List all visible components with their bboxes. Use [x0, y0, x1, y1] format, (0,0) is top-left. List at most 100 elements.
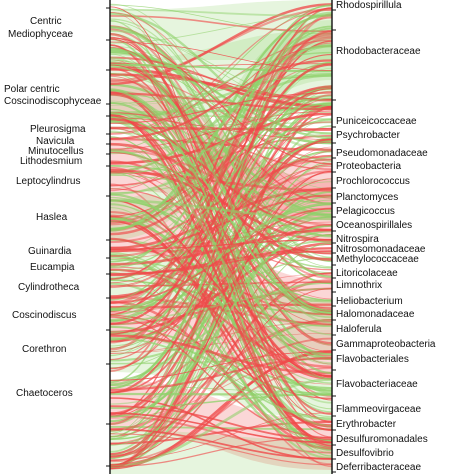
link-curve [109, 164, 333, 456]
link-curve [109, 392, 333, 396]
left-taxon-label: Lithodesmium [20, 156, 82, 167]
link-curve [109, 63, 333, 325]
right-taxon-label: Litoricolaceae [336, 268, 398, 279]
left-taxon-label: Pleurosigma [30, 124, 86, 135]
link-curve [109, 15, 333, 33]
left-taxon-label: Haslea [36, 212, 68, 223]
right-taxon-label: Prochlorococcus [336, 176, 410, 187]
link-curve [109, 330, 333, 419]
link-curve [109, 268, 333, 369]
left-taxon-label: Guinardia [28, 246, 72, 257]
link-curve [109, 198, 333, 221]
link-curve [109, 199, 333, 377]
left-taxon-label: Polar centric [4, 84, 60, 95]
right-taxon-label: Oceanospirillales [336, 220, 412, 231]
right-taxon-label: Flavobacteriaceae [336, 379, 418, 390]
link-curve [109, 97, 333, 289]
link-curve [109, 158, 333, 244]
link-curve [109, 25, 333, 278]
link-curve [109, 85, 333, 390]
link-curve [109, 94, 333, 344]
right-taxon-label: Planctomyces [336, 192, 398, 203]
link-curve [109, 150, 333, 468]
link-curve [109, 114, 333, 444]
link-curve [109, 194, 333, 253]
link-curve [109, 6, 333, 422]
left-taxon-label: Coscinodiscophyceae [4, 96, 102, 107]
link-curve [109, 115, 333, 444]
link-curve [109, 50, 333, 145]
link-curve [109, 88, 333, 335]
link-curve [109, 164, 333, 370]
left-taxon-label: Corethron [22, 344, 66, 355]
link-curve [109, 114, 333, 361]
left-taxon-label: Minutocellus [28, 146, 84, 157]
link-curve [109, 119, 333, 353]
link-curve [109, 202, 333, 311]
link-curve [109, 16, 333, 373]
right-taxon-label: Halomonadaceae [336, 309, 415, 320]
link-curve [109, 90, 333, 280]
right-taxon-label: Pelagicoccus [336, 206, 395, 217]
link-curve [109, 433, 333, 466]
link-curve [109, 115, 333, 448]
right-taxon-label: Nitrospira [336, 234, 379, 245]
link-curve [109, 130, 333, 404]
right-taxon-label: Desulfuromonadales [336, 434, 428, 445]
left-taxon-label: Centric [30, 16, 62, 27]
right-taxon-label: Psychrobacter [336, 130, 401, 141]
left-taxon-label: Navicula [36, 136, 75, 147]
link-curve [109, 146, 333, 342]
link-curve [109, 112, 333, 165]
right-taxon-label: Proteobacteria [336, 161, 401, 172]
link-curve [109, 78, 333, 280]
left-taxon-label: Chaetoceros [16, 388, 73, 399]
link-curve [109, 224, 333, 418]
link-curve [109, 92, 333, 124]
right-taxon-label: Haloferula [336, 324, 382, 335]
right-taxon-label: Desulfovibrio [336, 448, 394, 459]
link-curve [109, 12, 333, 139]
link-curve [109, 116, 333, 315]
link-curve [109, 250, 333, 275]
link-curve [109, 21, 333, 268]
link-curve [109, 188, 333, 271]
left-taxon-label: Eucampia [30, 262, 75, 273]
link-curve [109, 351, 333, 381]
link-curve [109, 428, 333, 460]
right-taxon-label: Pseudomonadaceae [336, 148, 428, 159]
link-curve [109, 336, 333, 421]
link-curve [109, 127, 333, 325]
link-curve [109, 59, 333, 140]
link-curve [109, 63, 333, 73]
links-layer [109, 0, 333, 474]
left-taxon-label: Cylindrotheca [18, 282, 80, 293]
link-curve [109, 278, 333, 458]
link-curve [109, 36, 333, 305]
link-curve [109, 117, 333, 140]
right-taxon-label: Limnothrix [336, 280, 382, 291]
link-curve [109, 378, 333, 469]
left-taxon-label: Leptocylindrus [16, 176, 80, 187]
right-taxon-label: Deferribacteraceae [336, 462, 421, 473]
link-curve [109, 287, 333, 322]
link-curve [109, 11, 333, 199]
right-taxon-label: Nitrosomonadaceae [336, 244, 426, 255]
link-curve [109, 332, 333, 354]
left-taxon-label: Coscinodiscus [12, 310, 76, 321]
link-curve [109, 141, 333, 287]
left-taxon-label: Mediophyceae [8, 29, 73, 40]
link-curve [109, 38, 333, 401]
link-curve [109, 64, 333, 315]
right-labels-layer: Rhodospirillula Rhodobacteraceae Puniceico… [336, 0, 436, 473]
axes-layer [106, 0, 336, 474]
right-taxon-label: Gammaproteobacteria [336, 339, 436, 350]
link-curve [109, 148, 333, 365]
link-curve [109, 138, 333, 394]
link-curve [109, 94, 333, 314]
link-curve [109, 357, 333, 391]
link-curve [109, 8, 333, 17]
right-taxon-label: Erythrobacter [336, 419, 397, 430]
right-taxon-label: Rhodospirillula [336, 0, 402, 11]
